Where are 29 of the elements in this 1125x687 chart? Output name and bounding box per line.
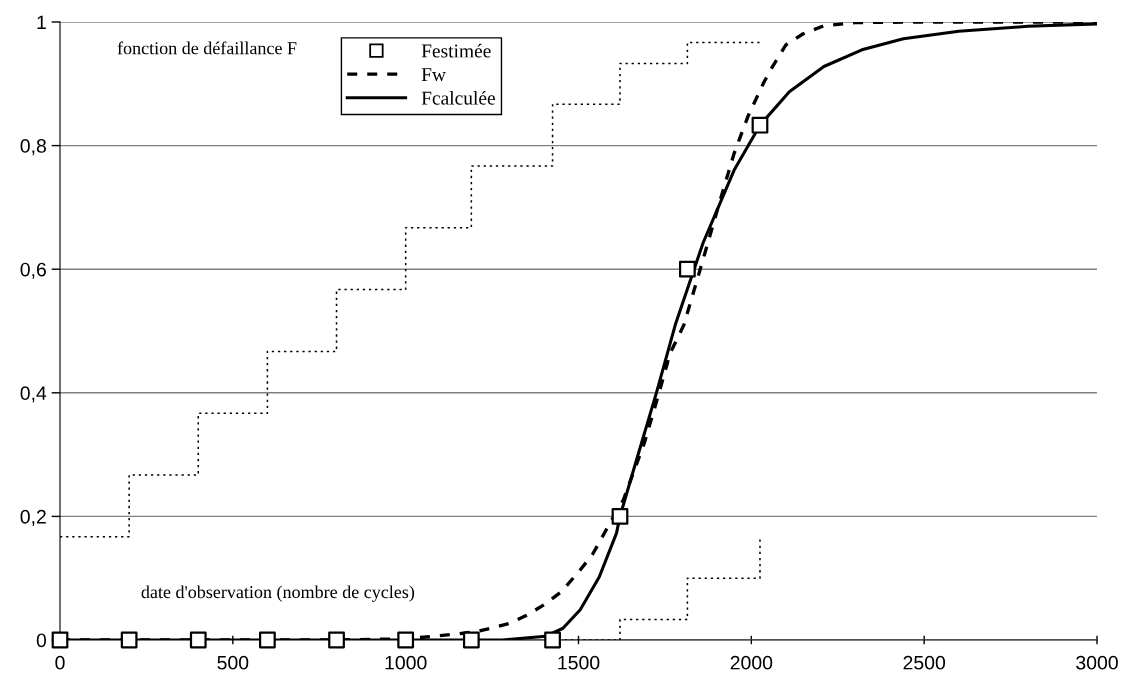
- y-tick-label: 0,8: [20, 139, 46, 156]
- point: [120, 631, 138, 649]
- x-tick-label: 1500: [558, 655, 600, 670]
- y-tick-label: 0,2: [20, 509, 46, 526]
- x-tick-label: 0: [55, 655, 65, 670]
- x-axis-title: date d'observation (nombre de cycles): [141, 585, 415, 602]
- x-tick-label: 2000: [730, 655, 773, 670]
- point: [51, 631, 69, 649]
- point: [189, 631, 207, 649]
- y-axis-title: fonction de défaillance F: [117, 41, 297, 55]
- legend-label: Fw: [421, 68, 446, 82]
- point: [751, 116, 769, 134]
- x-tick-label: 1000: [385, 655, 427, 670]
- y-tick-label: 0,4: [20, 386, 47, 403]
- y-tick-label: 1: [37, 15, 46, 30]
- point: [544, 631, 561, 649]
- legend-label: Festimée: [421, 43, 491, 58]
- x-tick-label: 3000: [1076, 655, 1118, 670]
- x-tick-label: 2500: [903, 655, 946, 670]
- point: [611, 508, 629, 525]
- point: [462, 631, 480, 649]
- x-tick-label: 500: [217, 655, 249, 670]
- y-tick-label: 0: [36, 633, 47, 648]
- point: [678, 260, 696, 278]
- point: [328, 631, 345, 649]
- y-tick-label: 0,6: [20, 262, 46, 279]
- point: [259, 631, 276, 649]
- point: [397, 631, 415, 649]
- legend-label: Fcalculée: [421, 91, 495, 105]
